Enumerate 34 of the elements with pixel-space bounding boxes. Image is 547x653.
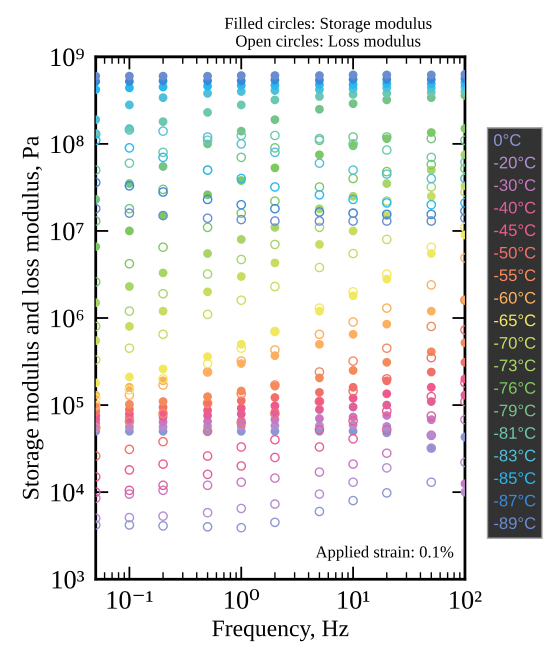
y-tick-label: 10³ [52, 570, 84, 589]
text: -45°C [494, 224, 536, 236]
text: -20°C [494, 156, 536, 168]
y-tick-label: 10⁴ [51, 484, 84, 502]
text: -79°C [494, 404, 536, 416]
x-tick-label: 10¹ [338, 591, 370, 609]
annotation: Applied strain: 0.1% [316, 546, 454, 561]
text: -85°C [494, 472, 536, 484]
y-tick-label: 10⁸ [51, 135, 84, 154]
x-tick-label: 10² [450, 591, 482, 609]
text: -70°C [494, 336, 536, 349]
y-tick-label: 10⁵ [51, 396, 84, 414]
text: 0°C [494, 134, 521, 146]
y-axis-title: Storage modulus and loss modulus, Pa [22, 136, 44, 499]
chart-subtitle: Open circles: Loss modulus [236, 34, 420, 50]
y-tick-label: 10⁹ [51, 48, 84, 66]
series-label: -60°C [494, 292, 536, 304]
chart-title: Filled circles: Storage modulus [224, 17, 432, 32]
text: -89°C [494, 517, 536, 530]
y-tick-label: 10⁷ [51, 222, 84, 240]
x-axis-title: Frequency, Hz [212, 620, 348, 642]
x-tick-label: 10⁻¹ [108, 591, 153, 609]
text: -87°C [494, 494, 536, 507]
text: -73°C [494, 360, 536, 372]
text: -55°C [494, 269, 536, 282]
text: -83°C [494, 450, 536, 462]
y-tick-label: 10⁶ [51, 310, 84, 328]
text: -65°C [494, 314, 536, 326]
text: -30°C [494, 179, 536, 192]
x-tick-label: 10⁰ [225, 589, 260, 609]
text: -76°C [494, 382, 536, 394]
text: -81°C [494, 427, 536, 439]
text: -50°C [494, 246, 536, 259]
text: -40°C [494, 202, 536, 214]
